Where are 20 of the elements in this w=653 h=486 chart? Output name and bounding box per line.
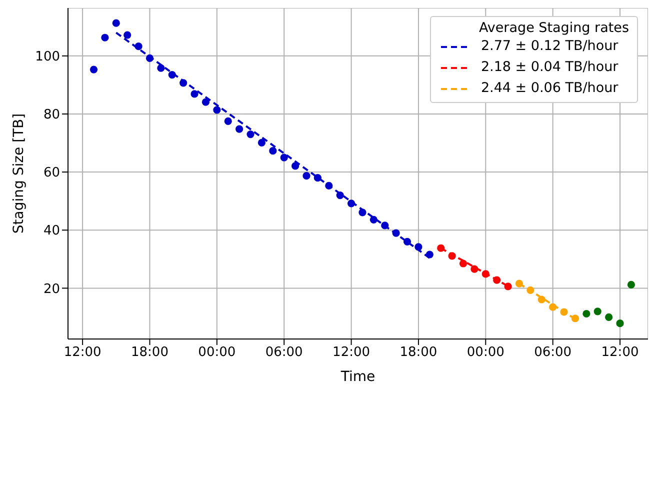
x-axis-title: Time	[340, 369, 376, 385]
x-tick-label: 00:00	[466, 345, 504, 360]
x-tick-label: 00:00	[198, 345, 236, 360]
legend-label: 2.44 ± 0.06 TB/hour	[480, 79, 618, 98]
y-tick-label: 40	[43, 224, 60, 239]
legend-label: 2.18 ± 0.04 TB/hour	[480, 58, 618, 77]
x-tick-label: 18:00	[131, 345, 168, 360]
x-tick-label: 06:00	[265, 345, 303, 360]
legend-title: Average Staging rates	[478, 20, 629, 36]
x-tick-label: 12:00	[601, 345, 639, 360]
y-axis-title: Staging Size [TB]	[10, 113, 27, 234]
y-tick-label: 100	[35, 50, 60, 65]
y-tick-label: 80	[43, 108, 60, 123]
y-tick-label: 60	[43, 166, 60, 181]
legend-label: 2.77 ± 0.12 TB/hour	[480, 37, 618, 56]
x-tick-label: 18:00	[400, 345, 438, 360]
x-tick-label: 12:00	[64, 345, 102, 360]
y-tick-label: 20	[43, 282, 60, 297]
x-tick-label: 12:00	[332, 345, 370, 360]
x-tick-label: 06:00	[534, 345, 572, 360]
